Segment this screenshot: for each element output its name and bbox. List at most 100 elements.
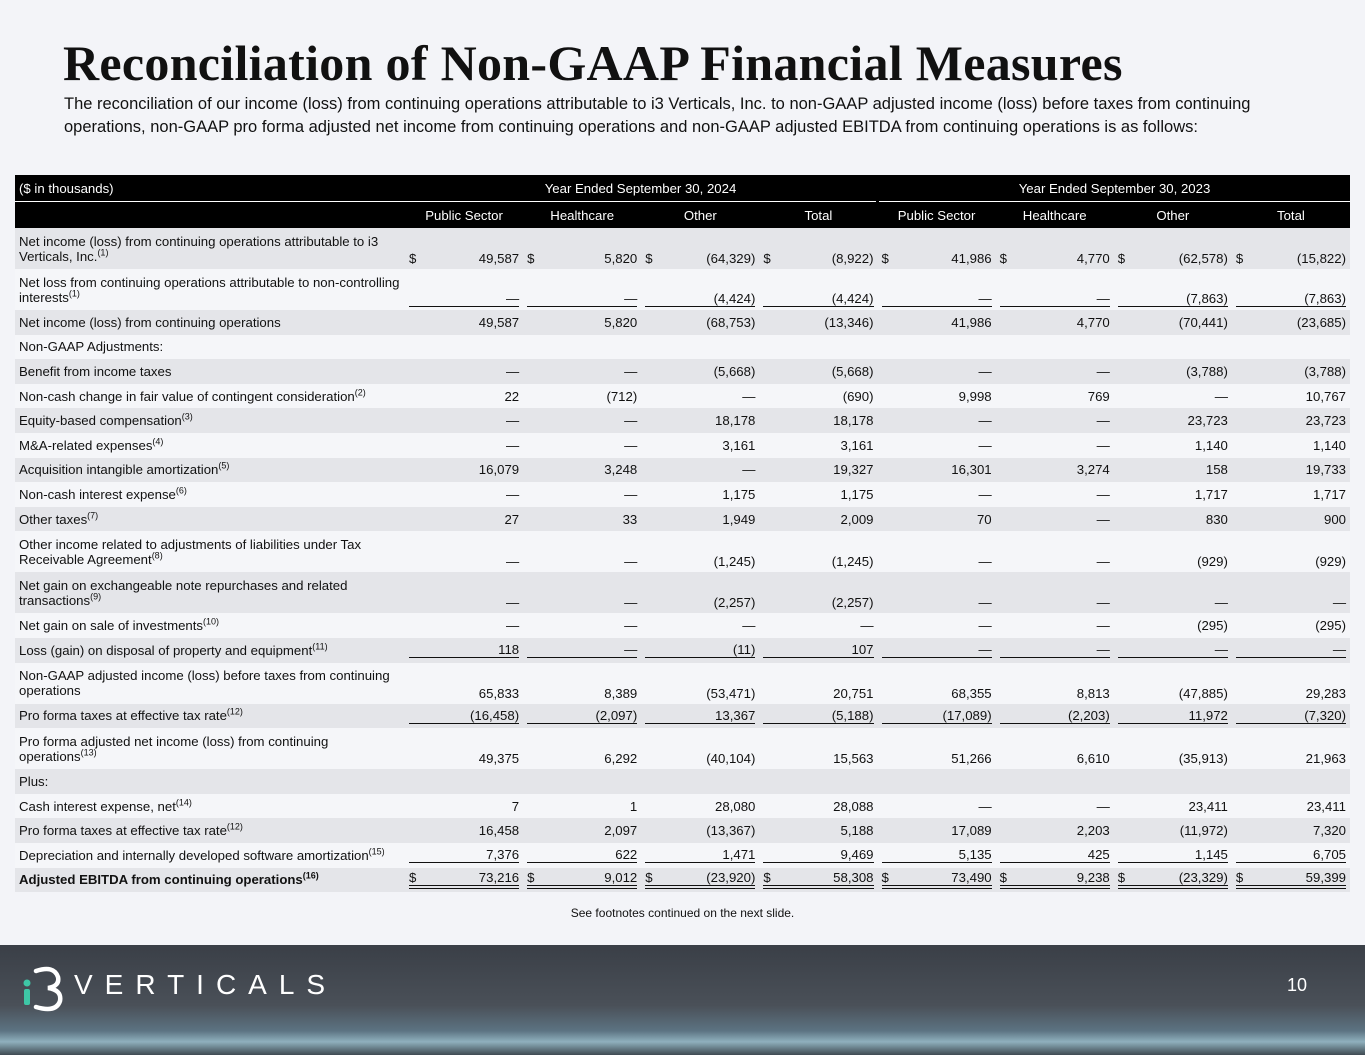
cell-value: — — [978, 363, 992, 379]
value-cell: 5,135 — [877, 842, 996, 868]
cell-value: 20,751 — [833, 685, 874, 701]
cell-content: (7,863) — [1117, 291, 1228, 307]
cell-content: — — [1000, 554, 1110, 569]
cell-content: — — [1000, 799, 1110, 814]
value-cell: (3,788) — [1231, 359, 1350, 384]
value-cell: 6,705 — [1231, 842, 1350, 868]
value-cell: 1,175 — [759, 482, 878, 507]
row-label-text: Loss (gain) on disposal of property and … — [19, 642, 313, 658]
value-cell: 13,367 — [641, 703, 760, 729]
cell-value: — — [505, 486, 520, 502]
cell-value: — — [1096, 642, 1110, 658]
row-label-text: Cash interest expense, net — [19, 798, 176, 814]
table-row: Net gain on exchangeable note repurchase… — [15, 572, 1350, 614]
cell-value: (1,245) — [831, 554, 874, 570]
cell-value: 1,717 — [1194, 486, 1228, 502]
row-label-text: Net gain on sale of investments — [19, 618, 203, 634]
row-label-text: Pro forma taxes at effective tax rate — [19, 708, 227, 724]
cell-content: — — [409, 595, 519, 610]
value-cell: (23,685) — [1231, 310, 1350, 335]
cell-value: 2,203 — [1076, 823, 1110, 839]
cell-value: — — [1214, 595, 1228, 611]
cell-content: — — [409, 618, 519, 633]
cell-value: (23,685) — [1296, 314, 1346, 330]
currency-sign: $ — [409, 251, 417, 266]
value-cell: (7,320) — [1231, 703, 1350, 729]
cell-value: 5,820 — [604, 314, 638, 330]
cell-value: — — [742, 388, 756, 404]
cell-content: — — [1118, 389, 1228, 404]
cell-content: $59,399 — [1235, 870, 1346, 890]
value-cell: 2,203 — [995, 818, 1114, 843]
cell-content: 28,088 — [763, 799, 873, 814]
value-cell: — — [995, 531, 1114, 573]
value-cell: — — [995, 432, 1114, 458]
cell-content: (295) — [1236, 618, 1346, 633]
cell-content: 8,389 — [527, 686, 637, 701]
cell-value: (7,863) — [1186, 291, 1228, 306]
cell-value: 41,986 — [951, 251, 992, 266]
cell-value: 11,972 — [1188, 707, 1228, 723]
table-row: Non-cash change in fair value of conting… — [15, 383, 1350, 409]
row-label: Net income (loss) from continuing operat… — [15, 228, 405, 269]
currency-sign: $ — [763, 870, 771, 886]
table-row: Depreciation and internally developed so… — [15, 842, 1350, 868]
cell-value: (5,668) — [831, 363, 874, 379]
cell-content: 18,178 — [645, 413, 755, 428]
value-cell: — — [641, 383, 760, 409]
value-cell: 6,292 — [523, 728, 642, 770]
value-cell: 27 — [405, 506, 524, 532]
value-cell: 1 — [523, 793, 642, 819]
value-cell: — — [877, 359, 996, 384]
cell-content: — — [1000, 487, 1110, 502]
cell-content: — — [527, 364, 637, 379]
cell-content: 5,135 — [881, 847, 992, 864]
currency-sign: $ — [1235, 251, 1244, 266]
value-cell: (7,863) — [1113, 269, 1232, 310]
value-cell: (1,245) — [759, 531, 878, 573]
cell-value: — — [1096, 413, 1110, 429]
currency-sign: $ — [763, 251, 771, 266]
value-cell: 4,770 — [995, 310, 1114, 335]
column-header: Total — [759, 201, 878, 228]
cell-content: 23,411 — [1236, 799, 1346, 814]
value-cell: 7 — [405, 793, 524, 819]
value-cell: (2,097) — [523, 703, 642, 729]
row-label-text: Net income (loss) from continuing operat… — [19, 314, 281, 330]
cell-content: 622 — [527, 847, 638, 864]
reconciliation-table: ($ in thousands) Year Ended September 30… — [15, 175, 1350, 893]
cell-content: 33 — [527, 512, 638, 527]
row-label: Depreciation and internally developed so… — [15, 842, 405, 868]
cell-content: 41,986 — [882, 315, 991, 330]
cell-content: 65,833 — [409, 686, 519, 701]
value-cell: $ (64,329) — [641, 228, 760, 269]
table-row: Cash interest expense, net(14) 7 1 28,080 28… — [15, 793, 1350, 819]
row-label: Non-cash interest expense(6) — [15, 482, 405, 507]
header-row: Public Sector Healthcare Other Total Public … — [15, 201, 1350, 228]
cell-content: (11) — [645, 642, 756, 659]
cell-value: 622 — [615, 847, 638, 863]
cell-value: 3,161 — [840, 437, 874, 453]
cell-value: 19,327 — [833, 462, 874, 478]
value-cell: — — [405, 359, 524, 384]
cell-content: 70 — [882, 512, 992, 527]
value-cell — [877, 769, 996, 794]
cell-value: (1,245) — [713, 554, 756, 570]
row-label: Benefit from income taxes — [15, 359, 405, 384]
value-cell — [1113, 334, 1232, 360]
cell-value: 73,490 — [951, 870, 992, 886]
cell-content: — — [882, 438, 991, 453]
cell-value: (2,097) — [595, 707, 638, 723]
cell-content: 158 — [1118, 462, 1228, 477]
cell-value: — — [860, 618, 874, 634]
value-cell: 28,088 — [759, 793, 878, 819]
cell-value: (4,424) — [831, 291, 874, 306]
table-row: Net loss from continuing operations attr… — [15, 269, 1350, 310]
value-cell: (929) — [1231, 531, 1350, 573]
cell-content: — — [527, 554, 637, 569]
currency-sign: $ — [409, 870, 417, 886]
footnote-ref: (16) — [302, 870, 319, 881]
cell-content: (2,097) — [527, 707, 638, 724]
cell-content: 20,751 — [763, 686, 873, 701]
cell-content: 769 — [1000, 389, 1110, 404]
